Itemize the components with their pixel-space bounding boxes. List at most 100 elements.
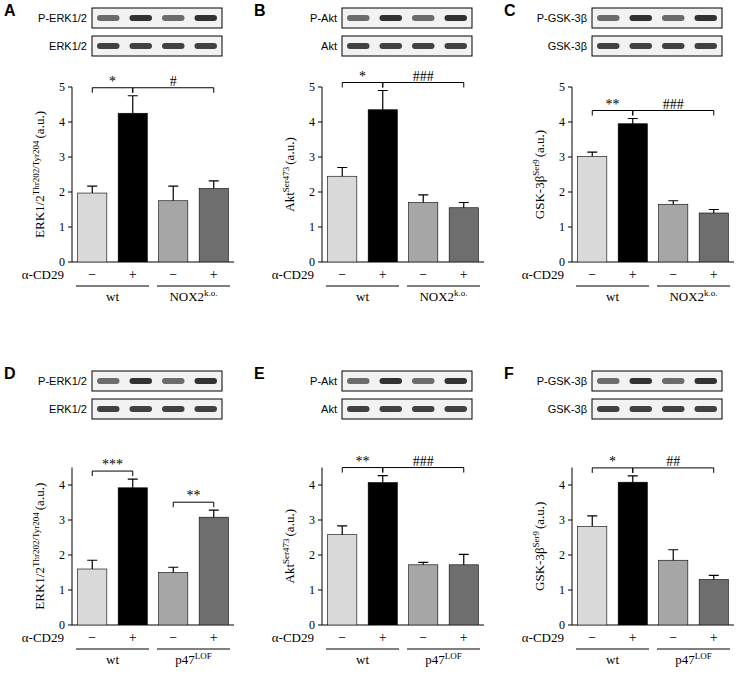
error-bar (668, 550, 678, 561)
blot-band (662, 378, 685, 384)
y-tick (318, 520, 322, 521)
group-label-sup: k.o. (204, 288, 218, 298)
y-axis-label-main: GSK-3β (532, 547, 547, 591)
group-line (407, 286, 480, 287)
blot-label: Akt (321, 40, 337, 52)
y-axis (572, 468, 573, 626)
x-tick-label: − (88, 630, 96, 645)
bar (159, 201, 188, 262)
blot-label: P-Akt (310, 12, 337, 24)
bar (618, 482, 647, 625)
y-tick-label: 5 (309, 80, 315, 94)
error-bar (459, 203, 469, 208)
panel: FP-GSK-3βGSK-3β01234GSK-3βSer9(a.u.)*##−… (504, 365, 734, 667)
y-axis-label-unit: (a.u.) (532, 502, 547, 529)
panel-letter: C (504, 2, 516, 19)
blot-band (662, 15, 685, 21)
treatment-label: α-CD29 (272, 267, 314, 282)
y-axis-label-sup: Ser9 (531, 530, 541, 547)
error-bar (378, 91, 388, 110)
y-tick-label: 4 (59, 478, 65, 492)
bar (659, 204, 688, 262)
blot-band (662, 406, 685, 412)
treatment-label: α-CD29 (22, 267, 64, 282)
y-tick-label: 5 (59, 80, 65, 94)
panel-letter: A (4, 2, 16, 19)
x-tick-label: + (210, 267, 218, 282)
significance-label: ### (413, 454, 434, 469)
y-tick-label: 1 (559, 583, 565, 597)
blot-band (630, 406, 653, 412)
y-tick-label: 3 (59, 150, 65, 164)
significance-label: # (170, 74, 177, 89)
panel: AP-ERK1/2ERK1/2012345ERK1/2Thr202/Tyr204… (4, 2, 234, 304)
blot-band (195, 15, 218, 21)
bar (578, 156, 607, 262)
y-axis (322, 468, 323, 626)
bar (199, 189, 228, 263)
blot-band (347, 43, 370, 49)
group-label-main: NOX2 (669, 289, 704, 304)
y-axis-label: AktSer473(a.u.) (281, 137, 297, 211)
bar (449, 208, 478, 262)
error-bar (87, 560, 97, 569)
significance-label: ** (606, 97, 620, 112)
error-bar (128, 96, 138, 114)
bar (199, 517, 228, 625)
y-tick (68, 555, 72, 556)
figure: AP-ERK1/2ERK1/2012345ERK1/2Thr202/Tyr204… (0, 0, 751, 699)
blot-band (412, 15, 435, 21)
blot-band (695, 43, 718, 49)
y-tick-label: 3 (559, 513, 565, 527)
blot-label: ERK1/2 (49, 40, 87, 52)
y-tick (318, 157, 322, 158)
y-tick (318, 625, 322, 626)
group-line (407, 649, 480, 650)
y-tick-label: 4 (59, 115, 65, 129)
y-tick (568, 590, 572, 591)
x-tick-label: − (419, 630, 427, 645)
group-label: p47LOF (175, 651, 212, 667)
blot-band (130, 378, 153, 384)
error-bar (337, 526, 347, 535)
blot-band (97, 406, 120, 412)
group-label-main: wt (606, 652, 619, 667)
panel: CP-GSK-3βGSK-3β012345GSK-3βSer9(a.u.)**#… (504, 2, 734, 304)
bars (328, 91, 479, 263)
significance-label: * (609, 454, 616, 469)
blot-label: GSK-3β (548, 40, 587, 52)
bars (578, 476, 729, 625)
x-tick-label: + (710, 267, 718, 282)
error-bar (668, 201, 678, 205)
blot-band (380, 378, 403, 384)
blot-band (380, 406, 403, 412)
treatment-label: α-CD29 (522, 267, 564, 282)
blot-band (380, 15, 403, 21)
y-tick (568, 192, 572, 193)
y-tick-label: 1 (59, 583, 65, 597)
group-label-sup: LOF (695, 651, 712, 661)
y-tick (68, 122, 72, 123)
y-tick-label: 2 (559, 185, 565, 199)
blot-band (695, 406, 718, 412)
blot-label: P-ERK1/2 (38, 375, 87, 387)
bar (409, 565, 438, 625)
blot-band (630, 15, 653, 21)
bar (78, 193, 107, 262)
group-label-sup: k.o. (454, 288, 468, 298)
x-tick-label: + (629, 630, 637, 645)
group-line (657, 286, 730, 287)
x-tick-label: − (169, 267, 177, 282)
bars (78, 479, 229, 625)
group-line (76, 649, 149, 650)
significance-label: ### (413, 69, 434, 84)
y-tick-label: 2 (59, 548, 65, 562)
group-label: wt (106, 652, 119, 667)
blot-band (630, 43, 653, 49)
significance-label: ** (187, 488, 201, 503)
group-label-sup: LOF (445, 651, 462, 661)
bar (368, 483, 397, 625)
significance-label: * (109, 74, 116, 89)
y-tick (68, 625, 72, 626)
blot-frame (342, 399, 472, 419)
